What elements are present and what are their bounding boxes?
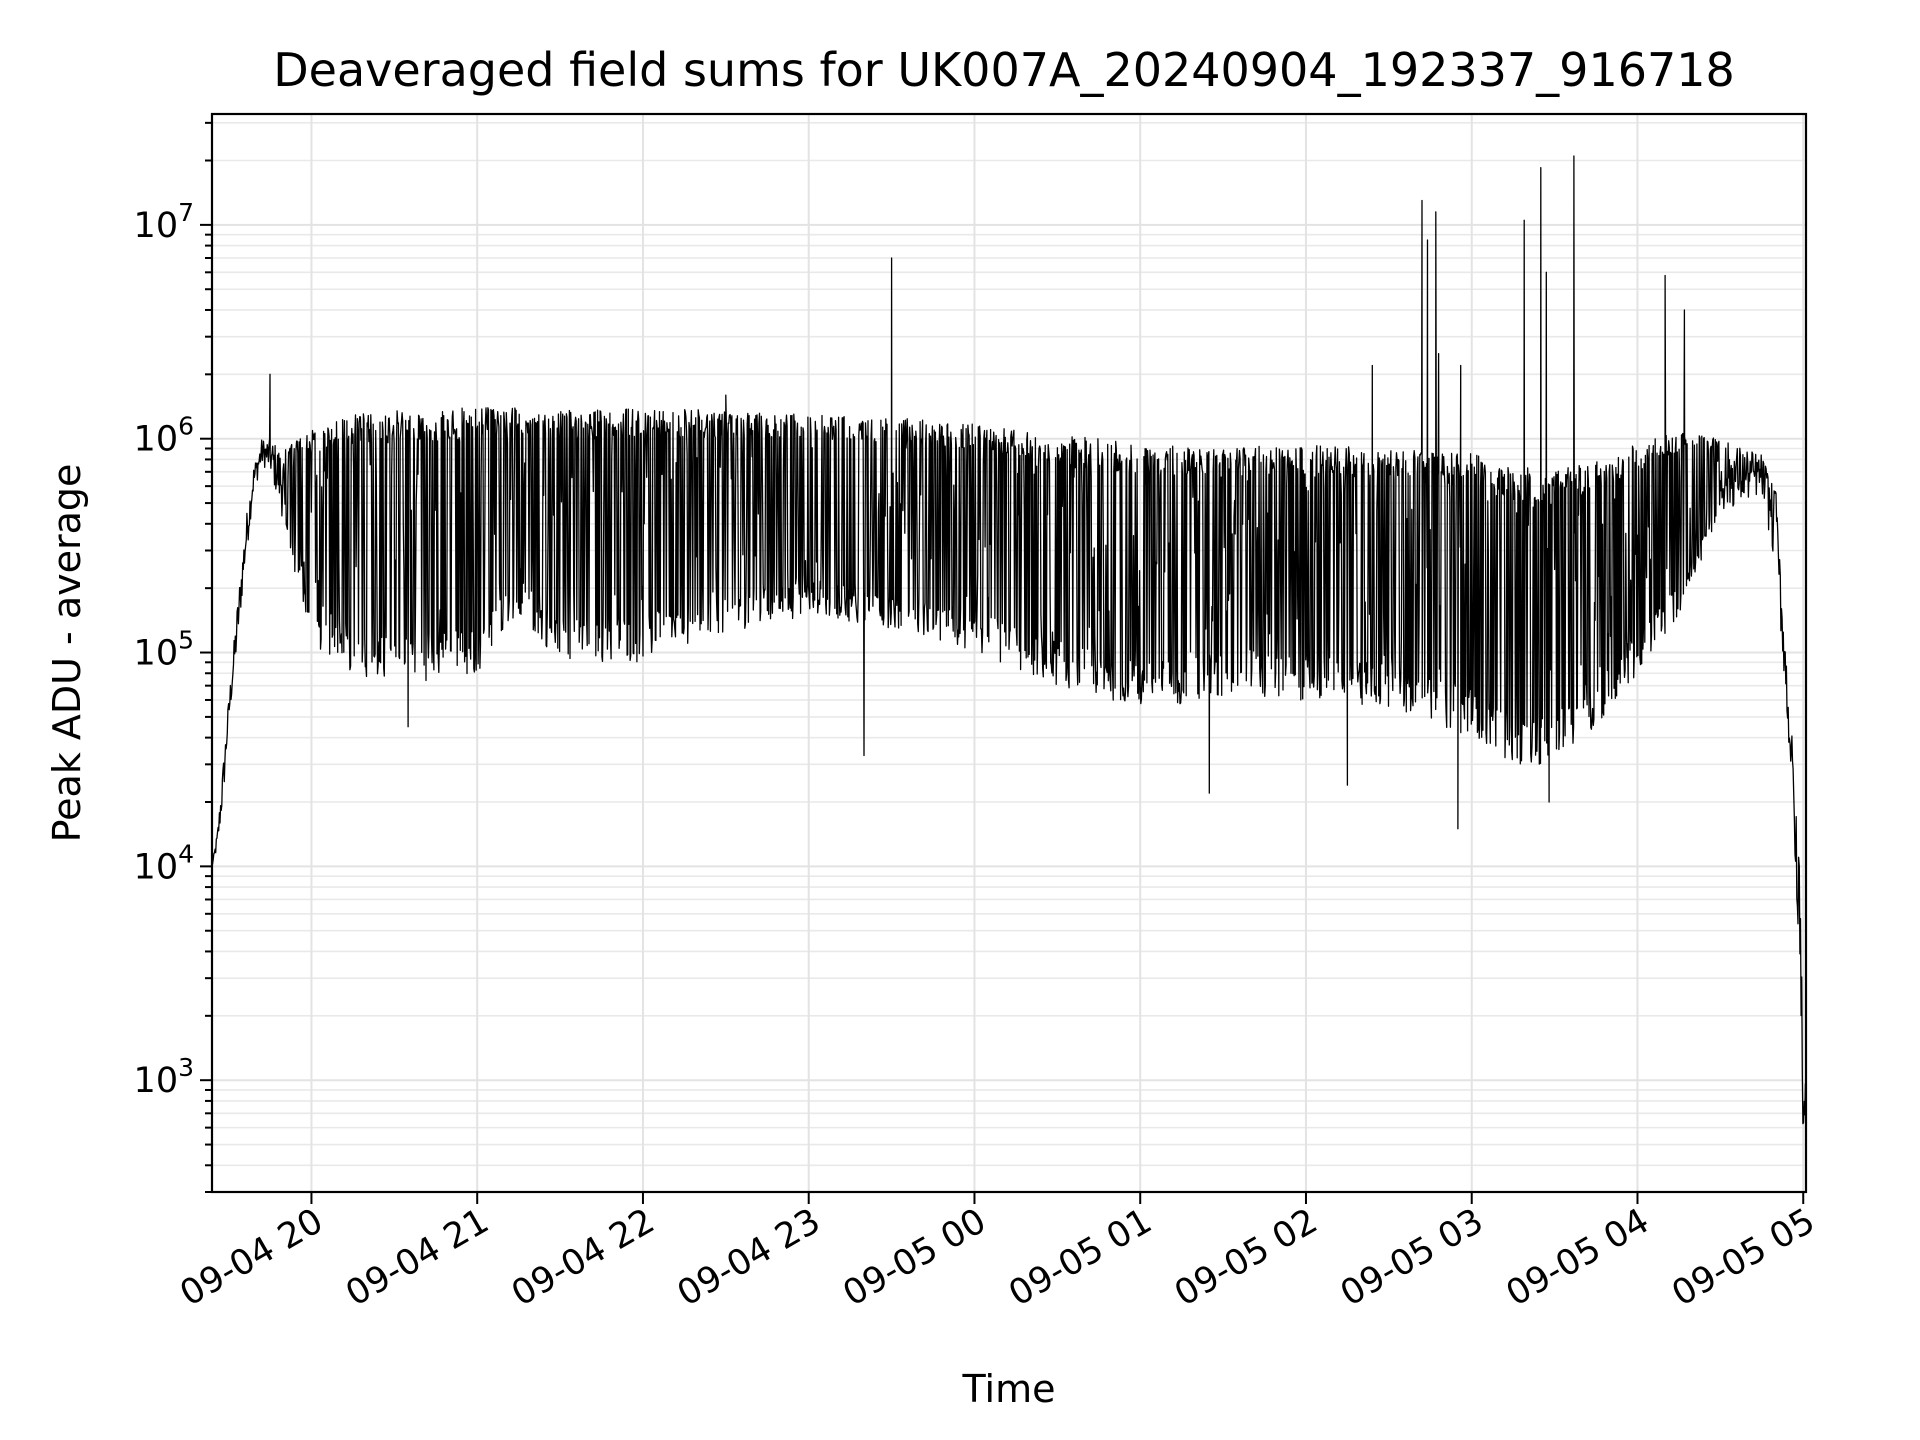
x-tick-label: 09-05 05	[1665, 1201, 1821, 1314]
y-tick-exponent: 5	[178, 626, 194, 655]
y-tick-exponent: 4	[178, 839, 194, 868]
y-tick-exponent: 3	[178, 1053, 194, 1082]
x-tick-label: 09-05 00	[837, 1201, 993, 1314]
y-tick-base: 10	[134, 206, 179, 246]
y-tick-label: 107	[134, 198, 194, 246]
y-tick-exponent: 7	[178, 198, 194, 227]
x-axis-label: Time	[962, 1367, 1056, 1411]
x-tick-label: 09-05 03	[1334, 1201, 1490, 1314]
y-axis-label: Peak ADU - average	[45, 464, 89, 843]
x-tick-label: 09-04 20	[174, 1201, 330, 1314]
y-tick-base: 10	[134, 634, 179, 674]
y-tick-base: 10	[134, 420, 179, 460]
y-tick-base: 10	[134, 1061, 179, 1101]
y-tick-base: 10	[134, 847, 179, 887]
chart-title: Deaveraged field sums for UK007A_2024090…	[273, 43, 1735, 97]
y-tick-exponent: 6	[178, 412, 194, 441]
series	[211, 155, 1807, 1144]
grid	[212, 114, 1806, 1193]
x-tick-label: 09-04 22	[505, 1201, 661, 1314]
x-tick-label: 09-05 02	[1168, 1201, 1324, 1314]
y-tick-label: 105	[134, 626, 194, 674]
x-axis: 09-04 20 09-04 21 09-04 22 09-04 23 09-05 00…	[174, 1192, 1822, 1314]
x-tick-label: 09-04 23	[671, 1201, 827, 1314]
x-tick-label: 09-04 21	[339, 1201, 495, 1314]
x-tick-label: 09-05 04	[1500, 1201, 1656, 1314]
x-tick-label: 09-05 01	[1002, 1201, 1158, 1314]
y-tick-label: 106	[134, 412, 194, 460]
series-line	[211, 155, 1807, 1144]
y-tick-label: 103	[134, 1053, 194, 1101]
y-tick-label: 104	[134, 839, 194, 887]
